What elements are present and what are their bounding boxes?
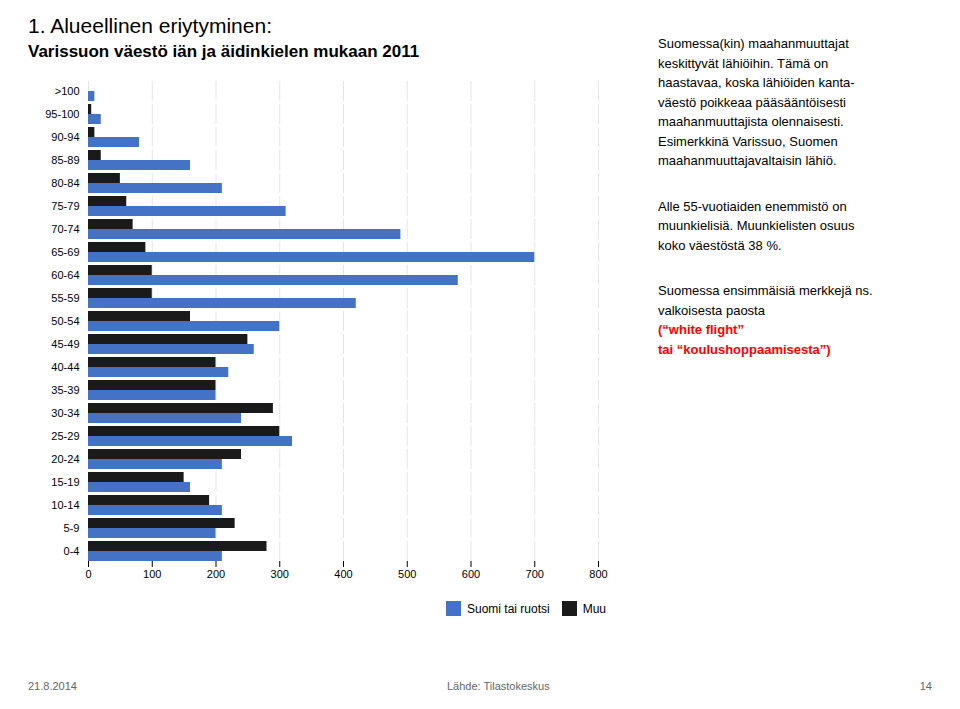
html-text:(“white flight” tai “koulushop: (“white flight” tai “koulushoppaamisesta… [658, 322, 831, 357]
html-text:Suomessa ensimmäisiä merkkejä: Suomessa ensimmäisiä merkkejä ns. valkoi… [658, 283, 873, 318]
svg-text:400: 400 [334, 568, 352, 580]
svg-text:85-89: 85-89 [51, 154, 79, 166]
html-text:Suomi tai ruotsi: Suomi tai ruotsi [467, 601, 550, 616]
svg-text:75-79: 75-79 [51, 200, 79, 212]
html-text:14: 14 [919, 680, 932, 692]
svg-text:300: 300 [271, 568, 289, 580]
svg-text:800: 800 [589, 568, 607, 580]
svg-text:>100: >100 [55, 85, 80, 97]
html-text:1. Alueellinen eriytyminen:: 1. Alueellinen eriytyminen: [28, 14, 272, 37]
svg-text:55-59: 55-59 [51, 292, 79, 304]
svg-text:15-19: 15-19 [51, 476, 79, 488]
svg-text:0-4: 0-4 [64, 545, 80, 557]
svg-text:40-44: 40-44 [51, 361, 79, 373]
svg-text:200: 200 [207, 568, 225, 580]
html-text:21.8.2014: 21.8.2014 [28, 680, 77, 692]
html-text:Varissuon väestö iän ja äidink: Varissuon väestö iän ja äidinkielen muka… [28, 42, 420, 61]
svg-text:600: 600 [462, 568, 480, 580]
svg-text:80-84: 80-84 [51, 177, 79, 189]
svg-text:70-74: 70-74 [51, 223, 79, 235]
svg-text:20-24: 20-24 [51, 453, 79, 465]
svg-text:25-29: 25-29 [51, 430, 79, 442]
html-text:Muu: Muu [582, 601, 606, 616]
svg-text:50-54: 50-54 [51, 315, 79, 327]
svg-text:500: 500 [398, 568, 416, 580]
svg-text:45-49: 45-49 [51, 338, 79, 350]
svg-text:60-64: 60-64 [51, 269, 79, 281]
html-text:Alle 55-vuotiaiden enemmistö o: Alle 55-vuotiaiden enemmistö on muunkiel… [658, 198, 855, 253]
svg-text:700: 700 [526, 568, 544, 580]
svg-text:10-14: 10-14 [51, 499, 79, 511]
svg-text:100: 100 [143, 568, 161, 580]
svg-text:35-39: 35-39 [51, 384, 79, 396]
svg-text:5-9: 5-9 [64, 522, 80, 534]
svg-text:0: 0 [85, 568, 91, 580]
svg-text:95-100: 95-100 [45, 108, 79, 120]
html-text:Suomessa(kin) maahanmuuttajat: Suomessa(kin) maahanmuuttajat keskittyvä… [658, 36, 855, 168]
svg-text:30-34: 30-34 [51, 407, 79, 419]
svg-text:90-94: 90-94 [51, 131, 79, 143]
html-text:Lähde: Tilastokeskus: Lähde: Tilastokeskus [447, 680, 550, 692]
svg-text:65-69: 65-69 [51, 246, 79, 258]
